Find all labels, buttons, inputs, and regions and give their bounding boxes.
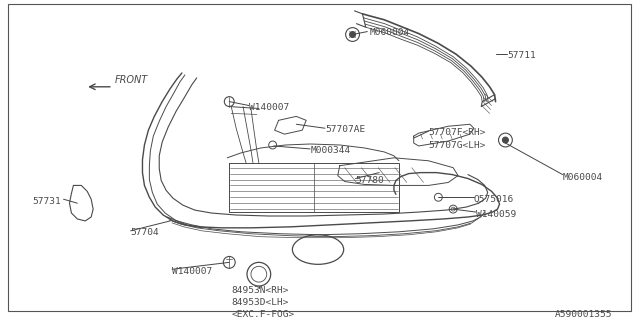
Text: W140007: W140007 [172,267,212,276]
Text: M060004: M060004 [563,172,603,182]
Text: 57731: 57731 [32,197,61,206]
Text: 84953D<LH>: 84953D<LH> [231,298,289,307]
Text: 84953N<RH>: 84953N<RH> [231,286,289,295]
Text: 57780: 57780 [355,176,384,185]
Text: 57707G<LH>: 57707G<LH> [429,141,486,150]
Text: W140059: W140059 [476,210,516,219]
Text: A590001355: A590001355 [555,310,612,319]
Text: 57704: 57704 [131,228,159,237]
Circle shape [349,32,355,37]
Text: 57707F<RH>: 57707F<RH> [429,128,486,137]
Text: W140007: W140007 [249,103,289,112]
Text: M000344: M000344 [310,146,350,155]
Text: M060004: M060004 [369,28,410,36]
Circle shape [502,137,508,143]
Text: <EXC.F-FOG>: <EXC.F-FOG> [231,310,294,319]
Text: Q575016: Q575016 [474,195,514,204]
Text: 57711: 57711 [508,51,536,60]
Text: 57707AE: 57707AE [325,125,365,134]
Text: FRONT: FRONT [115,75,148,85]
